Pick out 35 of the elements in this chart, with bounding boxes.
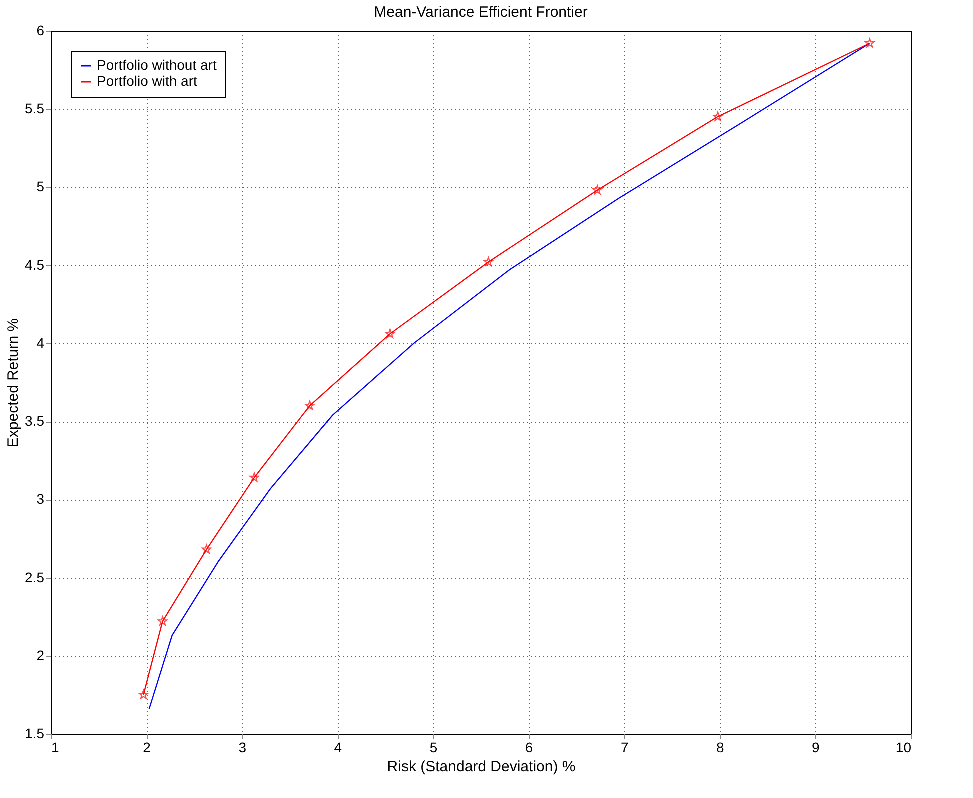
x-tick-label: 9 bbox=[812, 740, 820, 756]
x-tick-label: 7 bbox=[620, 740, 629, 756]
y-tick-label: 2 bbox=[36, 647, 45, 664]
x-tick-label: 6 bbox=[525, 740, 534, 756]
y-tick-label: 5 bbox=[36, 178, 45, 195]
y-tick-label: 1.5 bbox=[25, 726, 45, 742]
point bbox=[385, 329, 396, 338]
y-tick-label: 4 bbox=[36, 334, 45, 351]
x-tick-label: 4 bbox=[334, 740, 342, 756]
point bbox=[202, 544, 212, 554]
legend-label: Portfolio without art bbox=[97, 57, 217, 73]
y-tick-label: 4.5 bbox=[25, 256, 45, 273]
y-axis-title: Expected Return % bbox=[5, 318, 22, 448]
chart-title: Mean-Variance Efficient Frontier bbox=[374, 4, 588, 21]
y-tick-label: 5.5 bbox=[25, 100, 45, 117]
y-tick-label: 3.5 bbox=[25, 413, 45, 430]
legend-label: Portfolio with art bbox=[97, 73, 198, 89]
point bbox=[138, 690, 149, 700]
point bbox=[158, 616, 168, 626]
x-axis-title: Risk (Standard Deviation) % bbox=[387, 758, 576, 776]
x-tick-label: 8 bbox=[716, 740, 724, 756]
point bbox=[250, 472, 260, 482]
x-tick-label: 2 bbox=[143, 740, 152, 756]
point bbox=[305, 400, 315, 410]
x-tick-label: 10 bbox=[896, 740, 912, 756]
point bbox=[484, 257, 494, 266]
point bbox=[592, 185, 602, 195]
y-tick-label: 2.5 bbox=[25, 569, 45, 586]
y-tick-label: 6 bbox=[36, 22, 45, 38]
point bbox=[713, 112, 723, 122]
y-tick-label: 3 bbox=[36, 491, 45, 508]
x-tick-label: 1 bbox=[52, 740, 60, 756]
x-tick-label: 5 bbox=[430, 740, 438, 756]
x-tick-label: 3 bbox=[238, 740, 247, 756]
point bbox=[865, 38, 875, 48]
